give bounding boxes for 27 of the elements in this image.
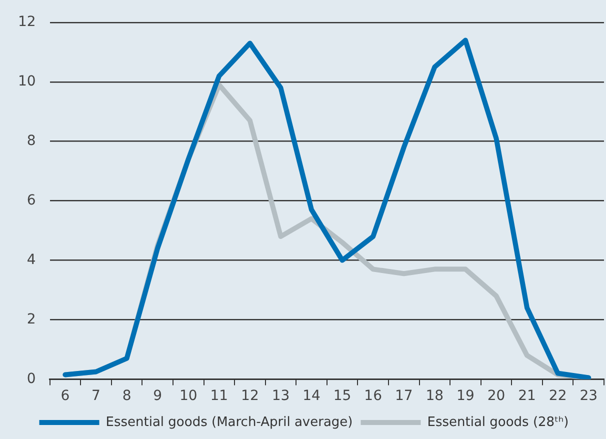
x-tick-label: 9 xyxy=(153,388,162,404)
x-tick-label: 22 xyxy=(548,388,567,404)
x-tick-label: 21 xyxy=(518,388,536,404)
x-tick-label: 16 xyxy=(364,388,382,404)
y-tick-label: 12 xyxy=(18,14,36,30)
x-tick-label: 19 xyxy=(456,388,474,404)
legend-label: Essential goods (28ᵗʰ) xyxy=(427,414,569,430)
y-tick-label: 4 xyxy=(26,252,36,268)
x-tick-label: 17 xyxy=(394,388,413,404)
y-tick-label: 2 xyxy=(26,311,36,328)
x-tick-label: 15 xyxy=(333,388,352,404)
legend-label: Essential goods (March-April average) xyxy=(106,414,353,430)
y-tick-label: 0 xyxy=(26,370,36,387)
y-tick-label: 6 xyxy=(26,192,36,208)
x-tick-label: 8 xyxy=(122,388,132,404)
x-tick-label: 14 xyxy=(302,388,321,404)
x-tick-label: 10 xyxy=(179,388,198,404)
x-tick-label: 20 xyxy=(487,388,506,404)
y-tick-label: 8 xyxy=(26,132,36,149)
x-tick-label: 11 xyxy=(210,388,228,404)
y-tick-label: 10 xyxy=(18,74,36,90)
x-tick-label: 13 xyxy=(272,388,290,404)
x-tick-label: 23 xyxy=(580,388,598,404)
x-tick-label: 12 xyxy=(241,388,259,404)
x-tick-label: 7 xyxy=(92,388,100,404)
x-tick-label: 6 xyxy=(60,388,70,404)
x-tick-label: 18 xyxy=(426,388,444,404)
